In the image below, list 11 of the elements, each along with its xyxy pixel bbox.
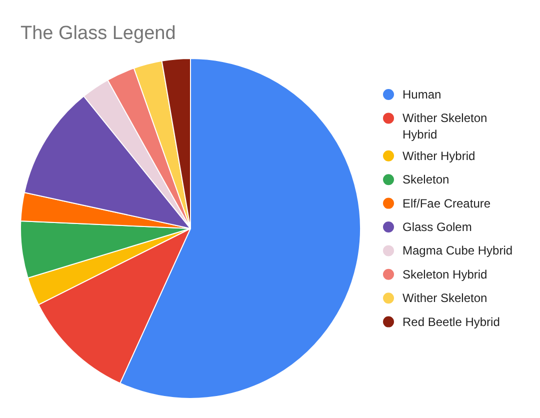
legend-label: Human [402, 88, 442, 102]
legend-label: Wither Skeleton [402, 291, 488, 306]
legend-label: Red Beetle Hybrid [402, 314, 500, 329]
chart-title: The Glass Legend [20, 23, 176, 44]
legend-label: Elf/Fae Creature [402, 196, 491, 210]
legend-label: Skeleton Hybrid [402, 267, 488, 282]
legend-label: Wither Hybrid [402, 148, 476, 163]
legend-label: Skeleton [402, 172, 450, 187]
legend-label: Wither Skeleton Hybrid [402, 111, 488, 142]
legend-label: Glass Golem [402, 220, 472, 234]
legend-label: Magma Cube Hybrid [402, 244, 513, 258]
